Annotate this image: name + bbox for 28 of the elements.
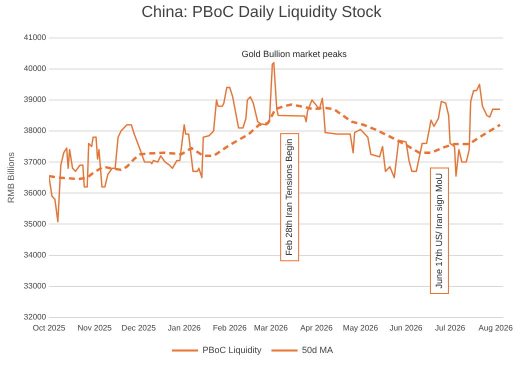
x-tick-label: Mar 2026 xyxy=(254,323,288,332)
x-tick-label: Oct 2025 xyxy=(32,323,66,332)
x-tick-label: Apr 2026 xyxy=(300,323,334,332)
y-tick-label: 39000 xyxy=(24,95,47,104)
y-tick-label: 32000 xyxy=(24,312,47,322)
x-tick-label: May 2026 xyxy=(342,323,379,332)
x-tick-label: Dec 2025 xyxy=(122,323,156,332)
y-tick-label: 41000 xyxy=(24,33,47,42)
y-tick-label: 35000 xyxy=(24,219,47,228)
x-tick-label: Aug 2026 xyxy=(478,323,514,332)
y-tick-label: 38000 xyxy=(24,126,47,136)
y-tick-label: 36000 xyxy=(24,188,47,198)
y-tick-label: 33000 xyxy=(24,282,47,291)
chart-title: China: PBoC Daily Liquidity Stock xyxy=(140,4,383,22)
x-tick-label: Jun 2026 xyxy=(390,323,424,332)
y-tick-label: 34000 xyxy=(24,250,47,260)
legend-label: 50d MA xyxy=(302,344,334,355)
x-tick-label: Nov 2025 xyxy=(77,323,112,332)
x-tick-label: Jan 2026 xyxy=(168,323,202,332)
legend-label: PBoC Liquidity xyxy=(202,344,262,355)
y-axis-title: RMB Billions xyxy=(6,152,16,204)
x-tick-label: Feb 2026 xyxy=(212,323,248,332)
annotation: June 17th US/ Iran sign MoU xyxy=(434,172,444,289)
annotation: Gold Bullion market peaks xyxy=(242,49,348,60)
x-tick-label: Jul 2026 xyxy=(434,323,466,332)
y-tick-label: 37000 xyxy=(24,157,47,166)
annotation: Feb 28th Iran Tensions Begin xyxy=(284,138,294,256)
y-tick-label: 40000 xyxy=(24,64,47,74)
